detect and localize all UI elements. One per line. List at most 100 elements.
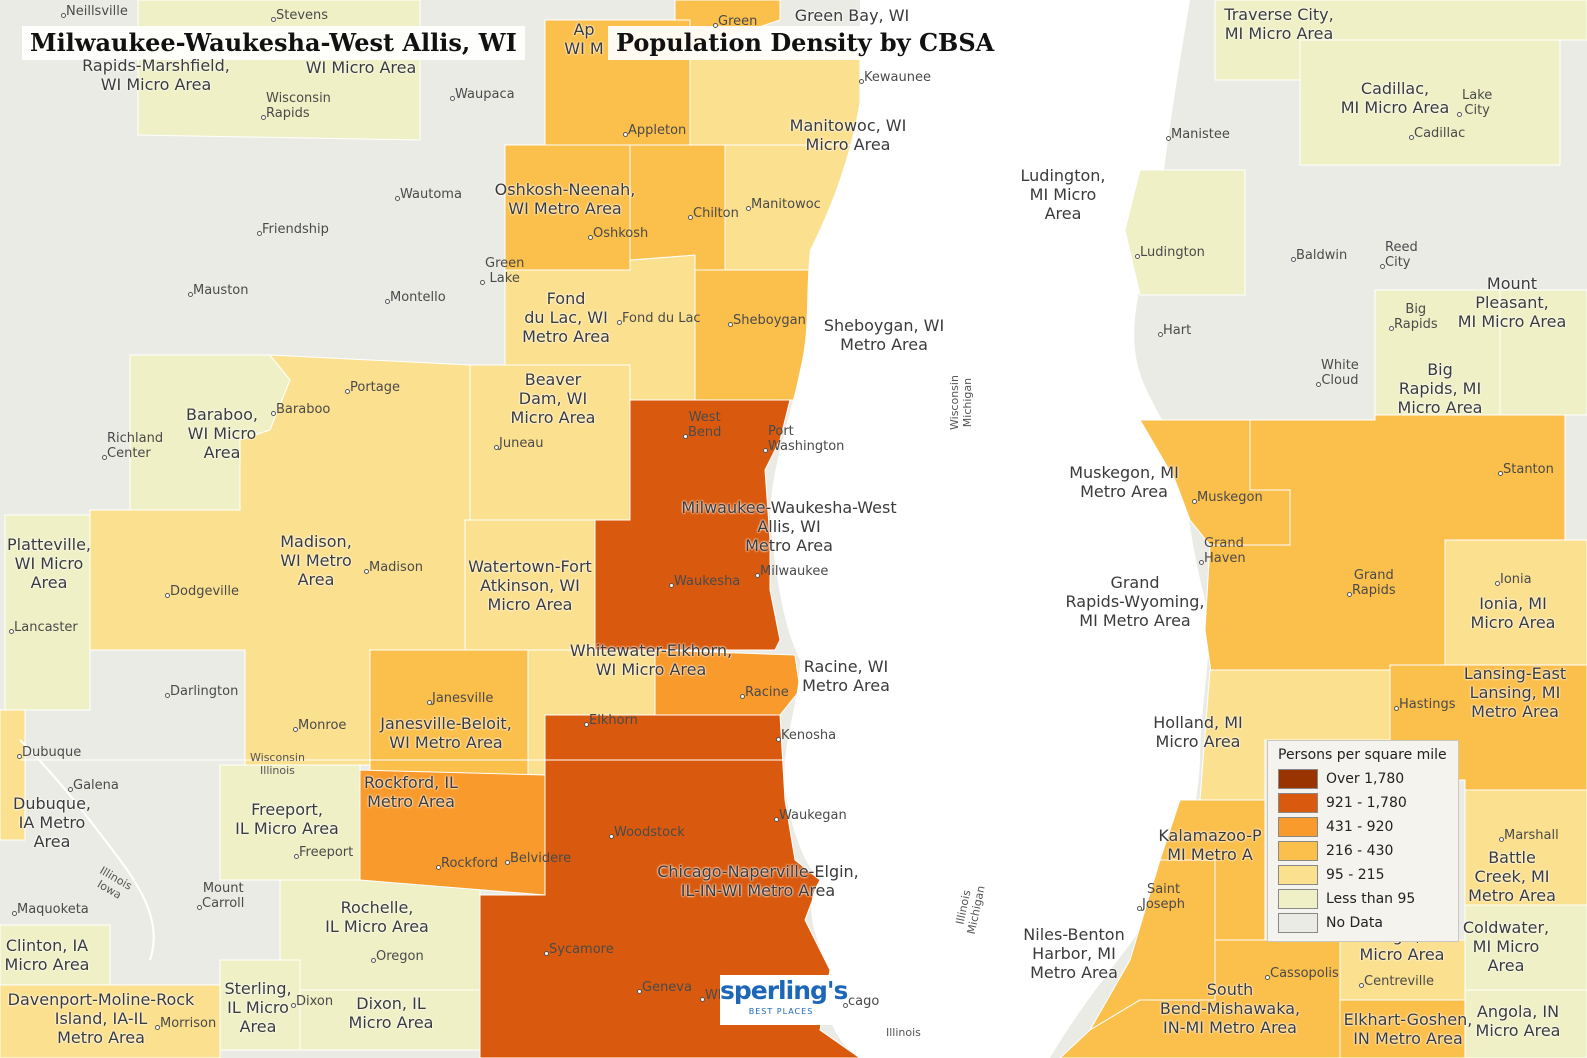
city-label: Waukegan xyxy=(774,808,847,823)
city-label: Milwaukee xyxy=(754,564,829,579)
legend: Persons per square mile Over 1,780 921 -… xyxy=(1267,740,1459,942)
logo-brand: sperling's xyxy=(720,976,848,1005)
legend-label: 431 - 920 xyxy=(1326,819,1394,835)
city-label: Hastings xyxy=(1394,697,1456,712)
city-label: Belvidere xyxy=(504,851,572,866)
city-label: Janesville xyxy=(426,691,494,706)
city-label: Centreville xyxy=(1359,974,1434,989)
area-label: Baraboo, WI Micro Area xyxy=(186,405,258,462)
area-label: Watertown-Fort Atkinson, WI Micro Area xyxy=(468,557,592,614)
city-label: Dixon xyxy=(290,994,334,1009)
city-label: Montello xyxy=(385,290,446,305)
area-label: Platteville, WI Micro Area xyxy=(6,535,92,592)
legend-swatch xyxy=(1278,793,1318,813)
city-label: Darlington xyxy=(164,684,239,699)
city-label: Neillsville xyxy=(61,4,128,19)
region-sheboygan xyxy=(694,269,816,401)
region-cadillac xyxy=(1299,39,1561,166)
city-label: Waupaca xyxy=(450,87,515,102)
city-label: Freeport xyxy=(293,845,354,860)
sperlings-logo[interactable]: sperling's BEST PLACES xyxy=(720,975,848,1025)
area-label: Big Rapids, MI Micro Area xyxy=(1397,360,1483,417)
region-dubuque xyxy=(0,709,26,841)
legend-label: Over 1,780 xyxy=(1326,771,1405,787)
area-label: Dixon, IL Micro Area xyxy=(348,994,434,1032)
logo-tagline: BEST PLACES xyxy=(748,1007,814,1016)
legend-swatch xyxy=(1278,817,1318,837)
legend-label: 95 - 215 xyxy=(1326,867,1385,883)
city-label: Muskegon xyxy=(1192,490,1263,505)
state-border-label: Illinois xyxy=(886,1026,921,1039)
area-label: Janesville-Beloit, WI Metro Area xyxy=(380,714,512,752)
legend-label: Less than 95 xyxy=(1326,891,1416,907)
city-label: Cassopolis xyxy=(1265,966,1339,981)
area-label: Freeport, IL Micro Area xyxy=(235,800,339,838)
area-label: Dubuque, IA Metro Area xyxy=(13,794,91,851)
city-label: Appleton xyxy=(622,123,687,138)
area-label: Sheboygan, WI Metro Area xyxy=(823,316,945,354)
area-label: Green Bay, WI xyxy=(794,6,910,25)
area-label: Beaver Dam, WI Micro Area xyxy=(510,370,596,427)
area-label: Cadillac, MI Micro Area xyxy=(1340,79,1450,117)
area-label: Sterling, IL Micro Area xyxy=(224,979,292,1036)
city-label: White Cloud xyxy=(1316,358,1359,388)
region-oshkosh xyxy=(504,144,631,271)
area-label: Chicago-Naperville-Elgin, IL-IN-WI Metro… xyxy=(657,862,859,900)
city-label: Maquoketa xyxy=(12,902,89,917)
region-racine xyxy=(654,649,801,716)
area-label: Battle Creek, MI Metro Area xyxy=(1468,848,1556,905)
city-label: Baldwin xyxy=(1290,248,1348,263)
state-border-label: Wisconsin Illinois xyxy=(250,751,305,777)
region-elkhart xyxy=(1339,999,1466,1058)
region-angola xyxy=(1464,989,1587,1058)
map-title: Milwaukee-Waukesha-West Allis, WI xyxy=(22,26,525,60)
area-label: Traverse City, MI Micro Area xyxy=(1224,5,1334,43)
area-label: Holland, MI Micro Area xyxy=(1153,713,1243,751)
legend-swatch xyxy=(1278,889,1318,909)
area-label: Oshkosh-Neenah, WI Metro Area xyxy=(494,180,636,218)
region-janesville xyxy=(369,649,529,776)
area-label: Rochelle, IL Micro Area xyxy=(325,898,429,936)
city-label: Richland Center xyxy=(101,431,164,461)
region-ludington xyxy=(1124,169,1246,296)
state-border-label: Wisconsin Michigan xyxy=(948,375,974,430)
area-label: Madison, WI Metro Area xyxy=(280,532,352,589)
legend-title: Persons per square mile xyxy=(1278,747,1447,763)
area-label: Elkhart-Goshen, IN Metro Area xyxy=(1343,1010,1473,1048)
area-label: Fond du Lac, WI Metro Area xyxy=(522,289,610,346)
city-label: Baraboo xyxy=(270,402,331,417)
city-label: Sheboygan xyxy=(728,313,806,328)
area-label: Coldwater, MI Micro Area xyxy=(1462,918,1550,975)
area-label: Lansing-East Lansing, MI Metro Area xyxy=(1463,664,1567,721)
region-platteville xyxy=(4,514,91,711)
city-label: Portage xyxy=(345,380,400,395)
city-label: Kenosha xyxy=(775,728,837,743)
area-label: Ludington, MI Micro Area xyxy=(1020,166,1106,223)
city-label: Mount Carroll xyxy=(196,881,245,911)
city-label: Monroe xyxy=(292,718,347,733)
city-label: Racine xyxy=(740,685,789,700)
city-label: Dubuque xyxy=(16,745,82,760)
area-label: Kalamazoo-P MI Metro A xyxy=(1158,826,1262,864)
legend-swatch xyxy=(1278,769,1318,789)
region-ionia xyxy=(1444,539,1587,666)
city-label: Manistee xyxy=(1166,127,1230,142)
city-label: Ludington xyxy=(1135,245,1205,260)
area-label: WI Micro Area xyxy=(305,58,417,77)
legend-swatch xyxy=(1278,841,1318,861)
city-label: West Bend xyxy=(682,410,722,440)
city-label: Lancaster xyxy=(9,620,78,635)
area-label: Davenport-Moline-Rock Island, IA-IL Metr… xyxy=(7,990,195,1047)
city-label: Dodgeville xyxy=(165,584,239,599)
city-label: Green Lake xyxy=(479,256,525,286)
city-label: Manitowoc xyxy=(746,197,821,212)
legend-swatch xyxy=(1278,913,1318,933)
area-label: Grand Rapids-Wyoming, MI Metro Area xyxy=(1065,573,1205,630)
city-label: Cadillac xyxy=(1408,126,1466,141)
legend-swatch xyxy=(1278,865,1318,885)
city-label: Ionia xyxy=(1495,572,1532,587)
city-label: Stevens xyxy=(270,8,329,23)
area-label: Angola, IN Micro Area xyxy=(1475,1002,1561,1040)
city-label: Grand Haven xyxy=(1199,536,1246,566)
